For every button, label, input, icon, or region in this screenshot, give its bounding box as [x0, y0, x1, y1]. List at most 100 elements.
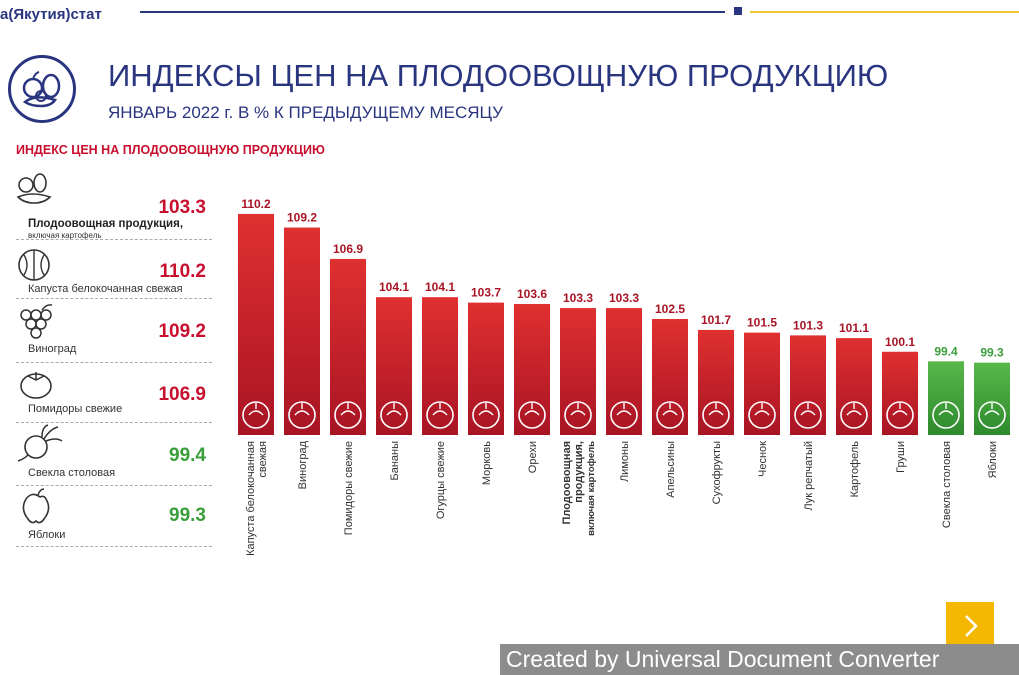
page-title: ИНДЕКСЫ ЦЕН НА ПЛОДООВОЩНУЮ ПРОДУКЦИЮ [108, 58, 889, 93]
carrot-icon [472, 401, 500, 429]
category-label-line: Морковь [481, 441, 493, 485]
tomato-icon-detail [340, 403, 356, 416]
dried-fruit-icon-detail [708, 403, 724, 416]
category-label: Орехи [527, 441, 539, 473]
category-label: Морковь [481, 441, 493, 485]
fruit-basket-icon [12, 167, 58, 207]
bar-16 [974, 362, 1010, 435]
side-item-value: 99.3 [169, 505, 206, 526]
category-label: Чеснок [757, 441, 769, 477]
orange-icon-detail [662, 403, 678, 416]
nut-icon-detail [524, 403, 540, 416]
side-item-fruit-veg: 103.3 Плодоовощная продукция, включая ка… [12, 165, 212, 241]
tomato-icon [12, 366, 58, 406]
category-label-line: Сухофрукты [711, 441, 723, 504]
side-item-label: Свекла столовая [28, 467, 116, 479]
watermark-text: Created by Universal Document Converter [500, 644, 1019, 675]
category-label: Бананы [389, 441, 401, 481]
category-label: Картофель [849, 441, 861, 498]
garlic-icon-detail [754, 403, 770, 416]
onion-icon-detail [800, 403, 816, 416]
side-item-divider [16, 546, 212, 547]
price-index-bar-chart: 110.2 Капуста белокочаннаясвежая 109.2 Вино… [238, 197, 1010, 556]
category-label-line: Бананы [389, 441, 401, 481]
category-label-line: Апельсины [665, 441, 677, 498]
bar-15 [928, 361, 964, 435]
bar-value-label: 102.5 [655, 302, 685, 316]
apple-icon [978, 401, 1006, 429]
bar-value-label: 101.3 [793, 318, 823, 332]
onion-icon [794, 401, 822, 429]
category-label: Капуста белокочаннаясвежая [245, 441, 269, 556]
category-label-line: Яблоки [987, 441, 999, 478]
bar-value-label: 103.7 [471, 286, 501, 300]
side-item-divider [16, 362, 212, 363]
side-item-value: 110.2 [159, 261, 207, 282]
dried-fruit-icon [702, 401, 730, 429]
header-divider-square [734, 7, 742, 15]
category-label-line: Свекла столовая [941, 441, 953, 528]
lemon-icon-detail [616, 403, 632, 416]
side-item-value: 109.2 [158, 321, 206, 342]
chevron-right-icon [965, 615, 978, 637]
category-label-line: включая картофель [586, 441, 597, 536]
side-item-grapes: 109.2 Виноград [12, 303, 212, 365]
beet-icon [12, 423, 68, 463]
section-title: ИНДЕКС ЦЕН НА ПЛОДООВОЩНУЮ ПРОДУКЦИЮ [16, 143, 325, 157]
bar-value-label: 101.7 [701, 313, 731, 327]
category-label-line: свежая [257, 441, 269, 478]
bar-value-label: 103.3 [563, 291, 593, 305]
fruit-basket-logo-icon [8, 55, 76, 123]
side-item-value: 99.4 [169, 445, 206, 466]
grapes-icon [12, 303, 58, 343]
side-item-label: Капуста белокочанная свежая [28, 283, 183, 295]
category-label-line: Плодоовощная [561, 441, 573, 525]
category-label-line: Капуста белокочанная [245, 441, 257, 556]
side-item-label: Помидоры свежие [28, 403, 123, 415]
beet-icon-detail [938, 403, 954, 416]
bar-6 [514, 303, 550, 435]
bar-value-label: 110.2 [241, 197, 271, 211]
lemon-icon [610, 401, 638, 429]
bar-value-label: 106.9 [333, 242, 363, 256]
bar-value-label: 101.1 [839, 321, 869, 335]
category-label: Лимоны [619, 441, 631, 482]
banana-icon [380, 401, 408, 429]
side-item-divider [16, 485, 212, 486]
bar-value-label: 109.2 [287, 211, 317, 225]
bar-9 [652, 319, 688, 435]
fruit-basket-icon-detail [570, 403, 586, 416]
category-label: Виноград [297, 440, 309, 489]
bar-5 [468, 302, 504, 435]
side-item-sublabel: включая картофель [28, 231, 102, 240]
bar-0 [238, 213, 274, 435]
cabbage-icon [12, 245, 58, 285]
category-label-line: Огурцы свежие [435, 441, 447, 519]
side-item-value: 106.9 [158, 384, 206, 405]
bar-value-label: 99.3 [980, 346, 1004, 360]
category-label-line: Картофель [849, 441, 861, 498]
bar-value-label: 100.1 [885, 335, 915, 349]
garlic-icon [748, 401, 776, 429]
pear-icon-detail [892, 403, 908, 416]
category-label-line: продукция, [573, 441, 585, 503]
header-divider-yellow [750, 11, 1019, 13]
category-label: Лук репчатый [803, 441, 815, 511]
category-label: Сухофрукты [711, 441, 723, 504]
category-label-line: Орехи [527, 441, 539, 473]
potato-icon-detail [846, 403, 862, 416]
tomato-icon [334, 401, 362, 429]
category-label-line: Виноград [297, 440, 309, 489]
next-slide-button[interactable] [946, 602, 994, 650]
side-item-divider [16, 298, 212, 299]
header-divider-blue [140, 11, 725, 13]
apple-icon [12, 487, 58, 527]
side-item-label: Плодоовощная продукция, [28, 218, 184, 230]
bar-7 [560, 308, 596, 435]
carrot-icon-detail [478, 403, 494, 416]
potato-icon [840, 401, 868, 429]
fruit-basket-icon [564, 401, 592, 429]
bar-value-label: 104.1 [379, 280, 409, 294]
pear-icon [886, 401, 914, 429]
apple-icon-detail [984, 403, 1000, 416]
